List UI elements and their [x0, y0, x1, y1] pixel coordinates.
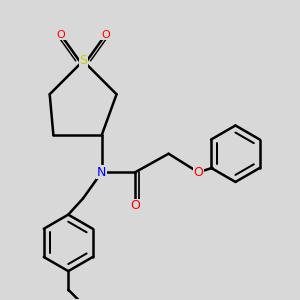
Text: O: O — [130, 199, 140, 212]
Text: O: O — [56, 30, 65, 40]
Text: N: N — [97, 166, 106, 179]
Text: O: O — [194, 166, 203, 179]
Text: S: S — [79, 54, 87, 67]
Text: O: O — [101, 30, 110, 40]
